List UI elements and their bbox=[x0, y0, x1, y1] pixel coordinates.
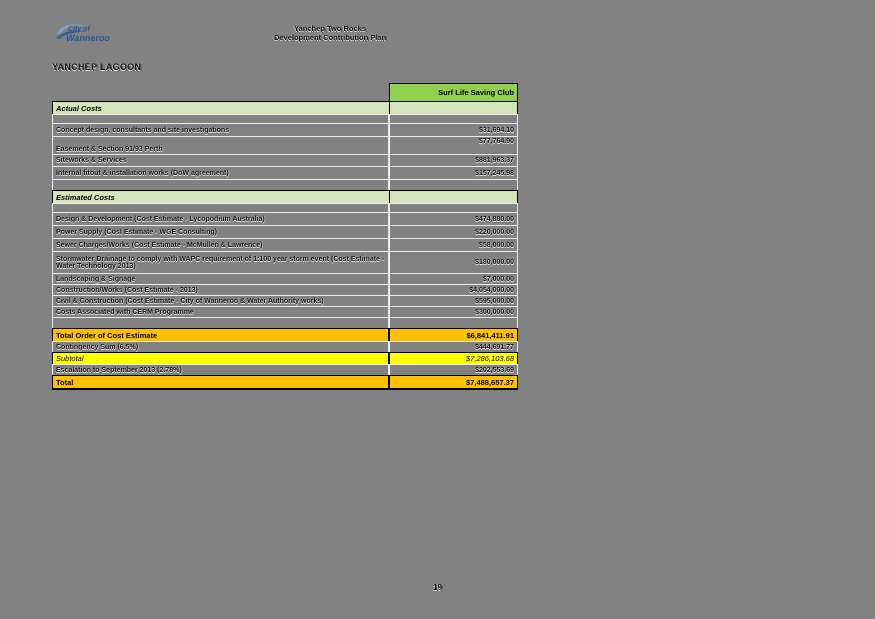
row-label-cell bbox=[52, 83, 389, 102]
row-label: Design & Development (Cost Estimate - Ly… bbox=[56, 215, 265, 223]
logo-swoosh2-icon bbox=[56, 30, 88, 39]
row-label: Easement & Section 91/93 Perth bbox=[56, 146, 163, 153]
row-label: Total bbox=[56, 377, 74, 387]
row-value: $7,000.00 bbox=[482, 275, 514, 283]
table-row: Stormwater Drainage to comply with WAPC … bbox=[52, 251, 518, 274]
row-value: $444,691.77 bbox=[475, 343, 514, 351]
row-label: Power Supply (Cost Estimate - WGE Consul… bbox=[56, 228, 218, 236]
row-value-cell: $77,764.90 bbox=[389, 136, 518, 155]
row-value-cell: $58,000.00 bbox=[389, 238, 518, 252]
row-value-cell bbox=[389, 101, 518, 115]
row-label-cell: Stormwater Drainage to comply with WAPC … bbox=[52, 251, 389, 274]
row-value: $474,880.00 bbox=[475, 215, 514, 223]
row-label: Landscaping & Signage bbox=[56, 275, 136, 283]
row-label: Contingency Sum (6.5%) bbox=[56, 343, 139, 351]
row-value: $300,000.00 bbox=[475, 308, 514, 316]
table-row: Easement & Section 91/93 Perth $77,764.90 bbox=[52, 136, 518, 155]
row-value: $157,245.98 bbox=[475, 169, 514, 177]
row-value: $77,764.90 bbox=[478, 138, 514, 145]
row-label: Stormwater Drainage to comply with WAPC … bbox=[56, 255, 385, 270]
cost-table: Surf Life Saving Club Actual Costs Concept… bbox=[52, 83, 518, 390]
row-label: Escalation to September 2013 (2.78%) bbox=[56, 366, 182, 374]
row-value-cell: $180,000.00 bbox=[389, 251, 518, 274]
page-number: 19 bbox=[433, 583, 442, 592]
row-label: Concept design, consultants and site inv… bbox=[56, 126, 230, 134]
table-row: Total $7,488,657.37 bbox=[52, 375, 518, 390]
row-label: Internal fitout & installation works (Do… bbox=[56, 169, 229, 177]
row-label: Construction/Works (Cost Estimate - 2013… bbox=[56, 286, 198, 294]
row-label-cell: Sewer Charges/Works (Cost Estimate - McM… bbox=[52, 238, 389, 252]
row-value: $4,054,000.00 bbox=[469, 286, 514, 294]
logo-swoosh-icon bbox=[57, 24, 84, 34]
row-label-cell: Total Order of Cost Estimate bbox=[52, 328, 389, 342]
row-value-cell: $6,841,411.91 bbox=[389, 328, 518, 342]
section-title: YANCHEP LAGOON bbox=[52, 62, 142, 72]
document-title: Yanchep Two Rocks Development Contributi… bbox=[235, 24, 425, 42]
row-label-cell: Total bbox=[52, 375, 389, 389]
row-value: $7,488,657.37 bbox=[466, 377, 514, 387]
row-label-cell: Power Supply (Cost Estimate - WGE Consul… bbox=[52, 225, 389, 239]
row-value: $31,694.10 bbox=[478, 126, 514, 134]
row-value: $202,553.69 bbox=[475, 366, 514, 374]
row-label-cell: Estimated Costs bbox=[52, 190, 389, 204]
row-value-cell: $7,488,657.37 bbox=[389, 375, 518, 389]
row-label: Total Order of Cost Estimate bbox=[56, 330, 158, 340]
row-value-cell bbox=[389, 190, 518, 204]
row-value-cell: $157,245.98 bbox=[389, 166, 518, 180]
row-label-cell: Concept design, consultants and site inv… bbox=[52, 123, 389, 137]
row-value-cell: $474,880.00 bbox=[389, 212, 518, 226]
row-label: Costs Associated with CERM Programme bbox=[56, 308, 194, 316]
row-value-cell: Surf Life Saving Club bbox=[389, 83, 518, 102]
row-value: $180,000.00 bbox=[475, 259, 514, 266]
table-row: Total Order of Cost Estimate $6,841,411.9… bbox=[52, 328, 518, 342]
row-value: $58,000.00 bbox=[478, 241, 514, 249]
row-label: Sewer Charges/Works (Cost Estimate - McM… bbox=[56, 241, 263, 249]
logo-text-line2: Wanneroo bbox=[66, 33, 110, 43]
row-value: $881,963.37 bbox=[475, 157, 514, 164]
row-value: $220,000.00 bbox=[475, 228, 514, 236]
row-value: Surf Life Saving Club bbox=[438, 88, 514, 97]
logo-text-line1: City of bbox=[68, 26, 90, 33]
row-value-cell: $31,694.10 bbox=[389, 123, 518, 137]
row-label-cell: Easement & Section 91/93 Perth bbox=[52, 136, 389, 155]
row-label-cell: Internal fitout & installation works (Do… bbox=[52, 166, 389, 180]
document-title-line2: Development Contribution Plan bbox=[273, 32, 387, 42]
row-value-cell: $220,000.00 bbox=[389, 225, 518, 239]
document-title-line1: Yanchep Two Rocks bbox=[294, 24, 366, 33]
row-label: Civil & Construction (Cost Estimate - Ci… bbox=[56, 297, 324, 305]
city-of-wanneroo-logo: City of Wanneroo bbox=[56, 24, 110, 43]
row-label: Estimated Costs bbox=[56, 192, 115, 202]
row-value: $6,841,411.91 bbox=[466, 330, 514, 340]
table-row: Surf Life Saving Club bbox=[52, 83, 518, 102]
row-value: $595,000.00 bbox=[475, 297, 514, 305]
row-label: Actual Costs bbox=[56, 103, 102, 113]
row-label-cell: Actual Costs bbox=[52, 101, 389, 115]
table-row: Subtotal $7,286,103.68 bbox=[52, 352, 518, 365]
row-label-cell: Design & Development (Cost Estimate - Ly… bbox=[52, 212, 389, 226]
row-label: Subtotal bbox=[56, 354, 84, 363]
row-value: $7,286,103.68 bbox=[466, 354, 514, 363]
row-label: Siteworks & Services bbox=[56, 157, 127, 164]
